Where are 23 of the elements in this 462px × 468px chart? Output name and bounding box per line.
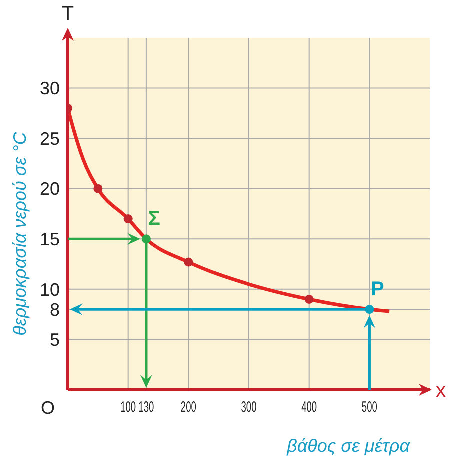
text: x (436, 380, 446, 402)
point (304, 294, 314, 304)
y-axis-title: θερμοκρασία νερού σε °C (10, 131, 30, 336)
annotation: P (370, 278, 384, 301)
x-tick-label: 130 (138, 399, 164, 416)
text: T (62, 3, 74, 25)
point (184, 258, 194, 267)
x-tick-label: 200 (180, 399, 206, 416)
annotation: Σ (148, 208, 160, 230)
point (94, 184, 103, 194)
y-tick-label: 8 (50, 300, 60, 320)
x-tick-label: 300 (241, 399, 266, 416)
y-tick-label: 20 (40, 179, 60, 200)
y-tick-label: 15 (40, 230, 60, 250)
y-tick-label: 10 (40, 280, 60, 300)
x-tick-label: 500 (362, 399, 387, 416)
y-tick-label: 5 (50, 330, 60, 350)
y-tick-label: 30 (40, 78, 60, 99)
y-tick-label: 25 (40, 128, 60, 149)
x-axis-title: βάθος σε μέτρα (286, 436, 411, 456)
point (124, 214, 133, 224)
text: O (40, 398, 56, 418)
x-tick-label: 400 (302, 399, 327, 416)
